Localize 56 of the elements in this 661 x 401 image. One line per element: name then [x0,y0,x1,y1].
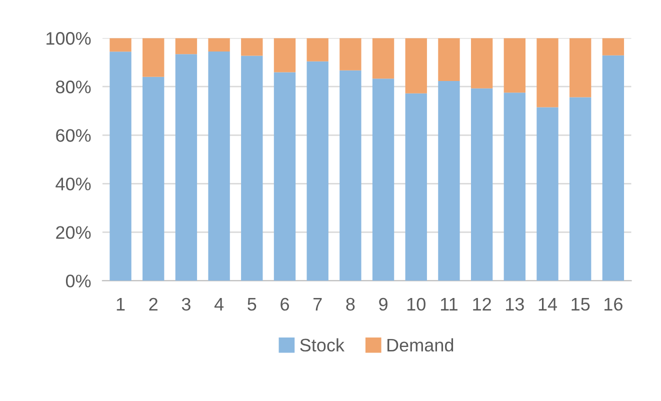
x-tick-label: 10 [407,298,426,311]
bar [142,38,164,77]
bar [536,38,558,108]
legend-label: Demand [387,338,454,352]
bar [570,97,592,281]
y-tick-label: 20% [56,226,91,239]
legend-label: Stock [300,338,345,352]
x-tick-label: 9 [379,298,388,311]
x-tick-label: 16 [604,298,622,311]
bar [110,52,132,281]
y-tick-label: 80% [56,80,91,94]
bar [208,51,230,281]
x-tick-label: 11 [440,298,458,310]
bar [241,38,263,56]
bar [241,56,263,281]
bar [340,70,362,281]
x-tick-label: 7 [313,298,322,310]
bar [602,38,624,56]
bar [602,55,624,281]
x-tick-label: 8 [346,298,355,311]
bar [340,38,362,70]
x-tick-label: 5 [248,298,256,311]
bar [438,38,460,82]
bar [306,38,328,62]
bar [570,38,592,98]
bar [208,38,230,52]
bar [175,38,198,54]
bar [438,81,460,281]
bar [372,38,394,79]
y-tick-label: 60% [56,129,91,142]
x-tick-label: 1 [116,298,125,310]
bar [504,92,526,281]
bar [175,54,198,281]
bar [372,78,394,281]
y-tick-label: 100% [46,32,91,45]
bar [274,38,296,72]
y-tick-label: 0% [66,274,91,288]
x-tick-label: 4 [214,298,224,310]
x-tick-label: 6 [280,298,289,311]
y-tick-label: 40% [56,178,91,190]
bar [536,107,558,281]
bar [405,38,427,94]
bar [274,72,296,281]
x-tick-label: 2 [149,298,158,310]
x-tick-label: 12 [473,298,491,310]
bar [142,76,164,281]
bar [306,61,328,281]
bar [470,88,493,281]
x-tick-label: 3 [182,298,190,311]
x-tick-label: 15 [572,298,590,311]
x-tick-label: 13 [506,298,524,311]
bar [504,38,526,93]
bar [110,38,132,52]
bar [470,38,493,88]
bar [405,93,427,281]
x-tick-label: 14 [538,298,558,310]
